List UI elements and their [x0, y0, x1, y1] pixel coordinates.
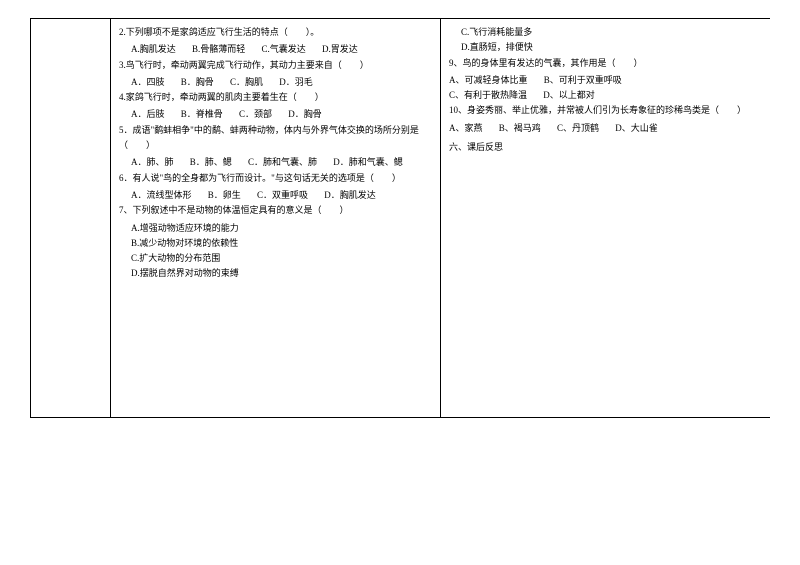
option: D.胃发达 [322, 42, 358, 57]
option: B.骨骼薄而轻 [192, 42, 245, 57]
question-7-options: A.增强动物适应环境的能力 B.减少动物对环境的依赖性 C.扩大动物的分布范围 … [119, 221, 432, 282]
option: B、褐马鸡 [499, 121, 541, 136]
question-7: 7、下列叙述中不是动物的体温恒定具有的意义是（ ） [119, 203, 432, 218]
question-4-options: A．后肢 B．脊椎骨 C．颈部 D．胸骨 [119, 107, 432, 122]
question-6: 6．有人说"鸟的全身都为飞行而设计。"与这句话无关的选项是（ ） [119, 171, 432, 186]
page-frame: 2.下列哪项不是家鸽适应飞行生活的特点（ ）。 A.胸肌发达 B.骨骼薄而轻 C… [30, 18, 770, 418]
option: D．羽毛 [279, 75, 313, 90]
question-2: 2.下列哪项不是家鸽适应飞行生活的特点（ ）。 [119, 25, 432, 40]
option: B．胸骨 [181, 75, 214, 90]
question-10: 10、身姿秀丽、举止优雅，并常被人们引为长寿象征的珍稀鸟类是（ ） [449, 103, 762, 118]
option: C．胸肌 [230, 75, 263, 90]
option: C.气囊发达 [262, 42, 306, 57]
leftover-options: C.飞行消耗能量多 D.直肠短，排便快 [449, 25, 762, 56]
option: C．颈部 [239, 107, 272, 122]
option: D.摆脱自然界对动物的束缚 [131, 266, 432, 281]
option: A、可减轻身体比重 [449, 73, 528, 88]
option: A、家燕 [449, 121, 483, 136]
option: A.胸肌发达 [131, 42, 176, 57]
question-9-options: A、可减轻身体比重 B、可利于双重呼吸 C、有利于散热降温 D、以上都对 [449, 73, 762, 104]
option: D．肺和气囊、鳃 [333, 155, 403, 170]
section-reflection: 六、课后反思 [449, 140, 762, 155]
binding-margin [31, 19, 111, 417]
option: A．流线型体形 [131, 188, 192, 203]
option: B.减少动物对环境的依赖性 [131, 236, 432, 251]
option: C．双重呼吸 [257, 188, 308, 203]
question-10-options: A、家燕 B、褐马鸡 C、丹顶鹤 D、大山雀 [449, 121, 762, 136]
question-3-options: A．四肢 B．胸骨 C．胸肌 D．羽毛 [119, 75, 432, 90]
option: C.扩大动物的分布范围 [131, 251, 432, 266]
question-9: 9、鸟的身体里有发达的气囊，其作用是（ ） [449, 56, 762, 71]
column-left: 2.下列哪项不是家鸽适应飞行生活的特点（ ）。 A.胸肌发达 B.骨骼薄而轻 C… [111, 19, 441, 417]
question-5: 5．成语"鹬蚌相争"中的鹬、蚌两种动物，体内与外界气体交换的场所分别是（ ） [119, 123, 432, 154]
option: B．肺、鳃 [190, 155, 232, 170]
option: A．后肢 [131, 107, 165, 122]
option: B．卵生 [208, 188, 241, 203]
option: B．脊椎骨 [181, 107, 223, 122]
option: D．胸骨 [288, 107, 322, 122]
question-5-options: A．肺、肺 B．肺、鳃 C．肺和气囊、肺 D．肺和气囊、鳃 [119, 155, 432, 170]
option: B、可利于双重呼吸 [544, 73, 622, 88]
option: C．肺和气囊、肺 [248, 155, 317, 170]
question-3: 3.鸟飞行时，牵动两翼完成飞行动作，其动力主要来自（ ） [119, 58, 432, 73]
question-6-options: A．流线型体形 B．卵生 C．双重呼吸 D．胸肌发达 [119, 188, 432, 203]
option: D、大山雀 [615, 121, 658, 136]
content-area: 2.下列哪项不是家鸽适应飞行生活的特点（ ）。 A.胸肌发达 B.骨骼薄而轻 C… [111, 19, 770, 417]
option: C.飞行消耗能量多 [461, 25, 762, 40]
option: A．四肢 [131, 75, 165, 90]
option: D、以上都对 [543, 88, 595, 103]
option: C、丹顶鹤 [557, 121, 599, 136]
question-4: 4.家鸽飞行时，牵动两翼的肌肉主要着生在（ ） [119, 90, 432, 105]
option: A.增强动物适应环境的能力 [131, 221, 432, 236]
column-right: C.飞行消耗能量多 D.直肠短，排便快 9、鸟的身体里有发达的气囊，其作用是（ … [441, 19, 770, 417]
question-2-options: A.胸肌发达 B.骨骼薄而轻 C.气囊发达 D.胃发达 [119, 42, 432, 57]
option: D.直肠短，排便快 [461, 40, 762, 55]
option: D．胸肌发达 [324, 188, 376, 203]
option: C、有利于散热降温 [449, 88, 527, 103]
option: A．肺、肺 [131, 155, 174, 170]
